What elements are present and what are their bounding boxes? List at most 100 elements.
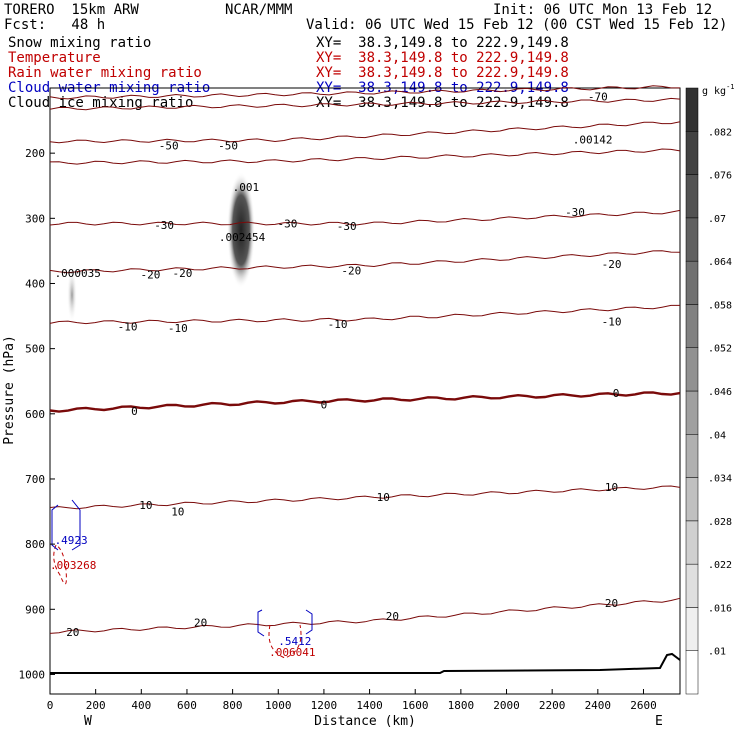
colorbar-swatch xyxy=(685,563,699,608)
maximum-value-label: .00142 xyxy=(573,133,613,146)
isotherm-label: 20 xyxy=(194,616,207,629)
rain-contour-west xyxy=(53,544,67,585)
isotherm--20 xyxy=(49,250,681,274)
maximum-value-label: .000035 xyxy=(55,267,101,280)
colorbar-tick-label: .04 xyxy=(708,430,726,441)
isotherm-label: -30 xyxy=(565,206,585,219)
x-tick-label: 1800 xyxy=(448,699,475,712)
maximum-value-label: .5412 xyxy=(278,635,311,648)
y-tick-label: 400 xyxy=(25,277,45,290)
isotherm--70 xyxy=(49,85,680,100)
rain-contour-central xyxy=(268,624,302,659)
header-init: Init: 06 UTC Mon 13 Feb 12 xyxy=(493,2,713,18)
colorbar-swatch xyxy=(685,131,699,175)
legend-label-snow: Snow mixing ratio xyxy=(8,35,152,51)
y-tick-label: 700 xyxy=(25,473,45,486)
maximum-value-label: .4923 xyxy=(55,534,88,547)
colorbar-tick-label: .028 xyxy=(708,517,732,528)
colorbar-tick-label: .076 xyxy=(708,171,732,182)
cloud-ice-patch xyxy=(67,267,77,323)
colorbar-tick-label: .082 xyxy=(708,127,732,138)
isotherm-label: 10 xyxy=(377,491,390,504)
legend-xy-rain: XY= 38.3,149.8 to 222.9,149.8 xyxy=(316,65,569,81)
colorbar-tick-label: .022 xyxy=(708,560,732,571)
x-tick-label: 400 xyxy=(131,699,151,712)
colorbar-swatch xyxy=(685,477,699,522)
isotherm-label: 0 xyxy=(613,387,620,400)
colorbar-swatch xyxy=(685,217,699,262)
maximum-value-label: .003268 xyxy=(50,559,96,572)
east-label: E xyxy=(655,714,663,729)
colorbar-tick-label: .046 xyxy=(708,387,732,398)
colorbar-swatch xyxy=(685,434,699,478)
isotherm--40 xyxy=(49,148,681,165)
y-tick-label: 300 xyxy=(25,212,45,225)
x-axis-label: Distance (km) xyxy=(314,714,416,729)
colorbar-swatch xyxy=(685,390,699,435)
isotherm-label: 20 xyxy=(386,610,399,623)
isotherm--30 xyxy=(49,209,681,226)
isotherm-label: -70 xyxy=(588,90,608,103)
colorbar-unit: g kg-1 xyxy=(702,83,735,97)
header-model: TORERO 15km ARW xyxy=(4,2,139,18)
legend-label-temperature: Temperature xyxy=(8,50,101,66)
colorbar-swatch xyxy=(685,347,699,392)
colorbar-tick-label: .01 xyxy=(708,647,726,658)
isotherm-0 xyxy=(49,391,681,413)
isotherm-label: -50 xyxy=(159,139,179,152)
isotherm--50 xyxy=(49,121,681,144)
colorbar-swatch xyxy=(685,520,699,565)
isotherm-label: 10 xyxy=(605,481,618,494)
isotherm-label: 0 xyxy=(321,399,328,412)
isotherm-label: -10 xyxy=(118,320,138,333)
snow-plume xyxy=(227,172,255,288)
cloud-water-contour-central xyxy=(257,609,313,637)
colorbar-swatch xyxy=(685,304,699,348)
isotherm-label: -10 xyxy=(168,322,188,335)
x-tick-label: 1600 xyxy=(402,699,429,712)
y-axis-label: Pressure (hPa) xyxy=(2,335,17,445)
colorbar-tick-label: .07 xyxy=(708,214,726,225)
isotherm-label: -30 xyxy=(277,218,297,231)
colorbar-swatch xyxy=(685,607,699,651)
x-tick-label: 800 xyxy=(223,699,243,712)
isotherm-label: -20 xyxy=(341,264,361,277)
x-tick-label: 1200 xyxy=(311,699,338,712)
x-tick-label: 200 xyxy=(86,699,106,712)
y-tick-label: 900 xyxy=(25,603,45,616)
x-tick-label: 1400 xyxy=(356,699,383,712)
plot-frame xyxy=(49,87,681,695)
isotherm-label: -30 xyxy=(154,219,174,232)
maximum-value-label: .002454 xyxy=(219,231,266,244)
legend-label-cloud-water: Cloud water mixing ratio xyxy=(8,80,211,96)
isotherm-label: -20 xyxy=(172,267,192,280)
x-tick-label: 2600 xyxy=(630,699,657,712)
legend-xy-temperature: XY= 38.3,149.8 to 222.9,149.8 xyxy=(316,50,569,66)
x-tick-label: 2400 xyxy=(585,699,612,712)
isotherm-label: 20 xyxy=(605,597,618,610)
header-org: NCAR/MMM xyxy=(225,2,293,18)
cloud-water-contour-west xyxy=(51,499,81,551)
isotherm-label: -20 xyxy=(602,258,622,271)
colorbar-swatch xyxy=(685,260,699,305)
legend-xy-snow: XY= 38.3,149.8 to 222.9,149.8 xyxy=(316,35,569,51)
legend-label-rain: Rain water mixing ratio xyxy=(8,65,202,81)
colorbar-tick-label: .052 xyxy=(708,344,732,355)
isotherm--60 xyxy=(49,97,681,111)
x-tick-label: 2200 xyxy=(539,699,566,712)
x-tick-label: 0 xyxy=(47,699,54,712)
colorbar-tick-label: .016 xyxy=(708,603,732,614)
colorbar-tick-label: .064 xyxy=(708,257,732,268)
isotherm-label: -20 xyxy=(140,268,160,281)
isotherm-label: -50 xyxy=(218,139,238,152)
isotherm--10 xyxy=(49,304,680,325)
isotherm-10 xyxy=(49,485,681,510)
y-tick-label: 500 xyxy=(25,343,45,356)
header-valid: Valid: 06 UTC Wed 15 Feb 12 (00 CST Wed … xyxy=(306,17,728,33)
isotherm-20 xyxy=(49,597,681,634)
isotherm-label: 20 xyxy=(66,626,79,639)
colorbar-swatch xyxy=(685,650,699,695)
isotherm-label: 0 xyxy=(131,405,138,418)
colorbar-swatch xyxy=(685,87,699,132)
